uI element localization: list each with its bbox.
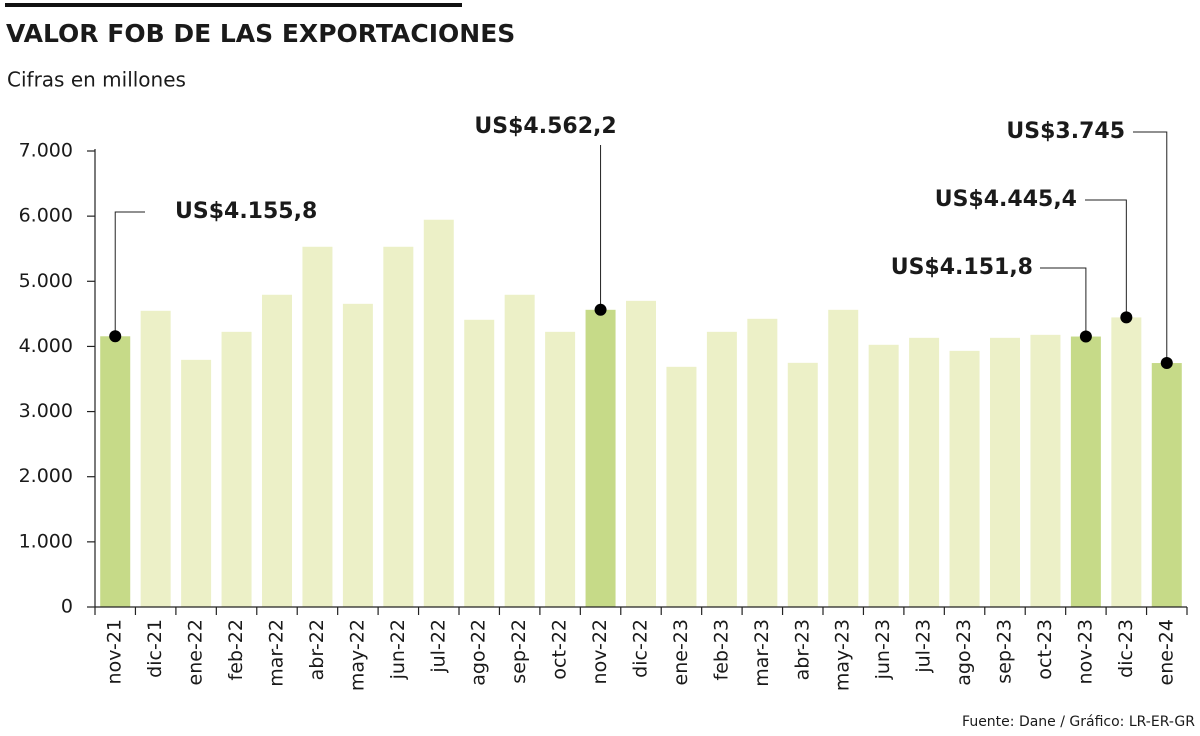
- chart-title: VALOR FOB DE LAS EXPORTACIONES: [6, 19, 515, 48]
- bar: [262, 294, 292, 607]
- bar: [990, 337, 1020, 607]
- bar: [545, 331, 576, 607]
- chart-subtitle: Cifras en millones: [7, 68, 186, 92]
- x-tick-label: ene-24: [1155, 619, 1177, 685]
- bar: [666, 366, 697, 607]
- y-tick-label: 7.000: [19, 140, 73, 162]
- y-tick-label: 3.000: [19, 400, 73, 422]
- x-tick-label: nov-22: [589, 619, 611, 684]
- bar: [949, 350, 980, 607]
- x-tick-label: dic-21: [144, 619, 166, 678]
- data-label: US$4.445,4: [935, 187, 1077, 212]
- y-tick-label: 0: [61, 596, 73, 618]
- x-tick-label: feb-22: [225, 619, 247, 680]
- x-tick-label: sep-22: [508, 619, 530, 684]
- data-label: US$4.562,2: [474, 114, 616, 139]
- x-tick-label: ene-22: [185, 619, 207, 685]
- data-point: [1160, 357, 1173, 370]
- x-tick-label: mar-23: [751, 619, 773, 687]
- x-tick-label: nov-23: [1074, 619, 1096, 684]
- x-tick-label: dic-23: [1115, 619, 1137, 678]
- y-tick-label: 2.000: [19, 465, 73, 487]
- x-tick-label: may-22: [346, 619, 368, 691]
- bar: [1070, 336, 1101, 607]
- x-tick-label: jul-22: [427, 619, 449, 674]
- leader-line: [1040, 267, 1087, 337]
- bar: [342, 303, 373, 607]
- source: Fuente: Dane / Gráfico: LR-ER-GR: [962, 714, 1195, 730]
- leader-line: [114, 211, 145, 337]
- y-tick-label: 5.000: [19, 270, 73, 292]
- data-point: [1079, 330, 1092, 343]
- bar: [828, 309, 859, 607]
- x-tick-label: feb-23: [710, 619, 732, 680]
- x-tick-label: may-23: [832, 619, 854, 691]
- x-tick-label: ago-22: [468, 619, 490, 686]
- x-tick-label: dic-22: [630, 619, 652, 678]
- data-point: [594, 303, 607, 316]
- y-tick-label: 4.000: [19, 335, 73, 357]
- bar: [302, 246, 333, 607]
- bar: [423, 219, 454, 607]
- bar: [868, 344, 899, 607]
- x-tick-label: oct-22: [549, 619, 571, 680]
- bar: [140, 310, 171, 607]
- bar: [181, 359, 212, 607]
- bar: [909, 337, 940, 607]
- bar: [1030, 334, 1061, 607]
- x-tick-label: oct-23: [1034, 619, 1056, 680]
- bar: [1151, 363, 1182, 607]
- x-tick-label: sep-23: [994, 619, 1016, 684]
- x-tick-label: mar-22: [266, 619, 288, 687]
- bar: [787, 362, 818, 607]
- data-label: US$4.151,8: [891, 255, 1033, 280]
- leader-line: [1133, 131, 1168, 364]
- bar: [100, 336, 131, 607]
- x-tick-label: jun-23: [872, 619, 894, 680]
- bar: [706, 331, 737, 607]
- x-tick-label: jun-22: [387, 619, 409, 680]
- x-tick-label: ene-23: [670, 619, 692, 685]
- x-tick-label: jul-23: [913, 619, 935, 674]
- x-tick-label: abr-22: [306, 619, 328, 680]
- x-tick-label: nov-21: [104, 619, 126, 684]
- data-label: US$3.745: [1006, 119, 1125, 144]
- bar: [585, 309, 616, 607]
- bar: [747, 318, 778, 607]
- bar: [626, 300, 656, 607]
- leader-line: [1085, 199, 1127, 318]
- x-tick-label: ago-23: [953, 619, 975, 686]
- bar: [383, 246, 414, 607]
- bar: [221, 331, 252, 607]
- x-tick-label: abr-23: [791, 619, 813, 680]
- data-point: [109, 330, 122, 343]
- data-point: [1120, 311, 1133, 324]
- bar: [464, 319, 495, 607]
- bar: [1111, 317, 1142, 607]
- y-tick-label: 6.000: [19, 205, 73, 227]
- bar: [504, 294, 535, 607]
- data-label: US$4.155,8: [175, 199, 317, 224]
- y-tick-label: 1.000: [19, 530, 73, 552]
